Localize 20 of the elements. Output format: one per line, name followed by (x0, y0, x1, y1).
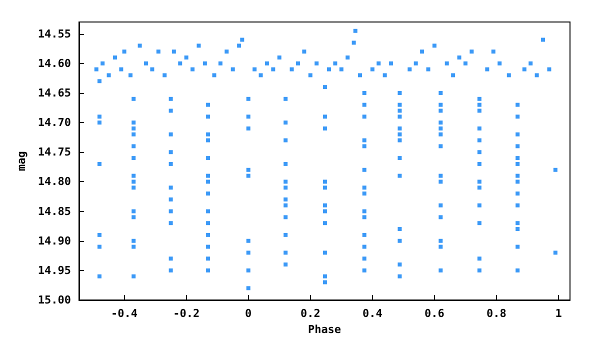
y-tick-label: 14.60 (38, 56, 72, 70)
x-tick-label: 0.2 (300, 307, 320, 320)
y-tick-label: 14.80 (38, 175, 72, 188)
y-tick-label: 14.55 (38, 27, 72, 40)
x-tick-label: 0.8 (486, 307, 506, 320)
y-tick-label: 14.90 (38, 234, 72, 248)
y-axis-title: mag (15, 151, 28, 171)
x-tick-label: -0.2 (173, 307, 200, 320)
x-tick-label: 0.4 (362, 307, 383, 320)
x-tick-label: 0 (245, 307, 252, 320)
y-tick-label: 14.65 (38, 86, 72, 100)
x-tick-label: -0.4 (111, 307, 138, 320)
y-tick-label: 14.70 (38, 116, 72, 130)
y-tick-label: 14.85 (38, 204, 72, 218)
x-tick-label: 1 (555, 307, 562, 320)
x-axis-title: Phase (308, 323, 342, 336)
y-tick-label: 15.00 (38, 294, 72, 306)
x-tick-label: 0.6 (424, 307, 445, 320)
y-tick-label: 14.75 (38, 146, 72, 159)
y-tick-label: 14.95 (38, 264, 72, 277)
